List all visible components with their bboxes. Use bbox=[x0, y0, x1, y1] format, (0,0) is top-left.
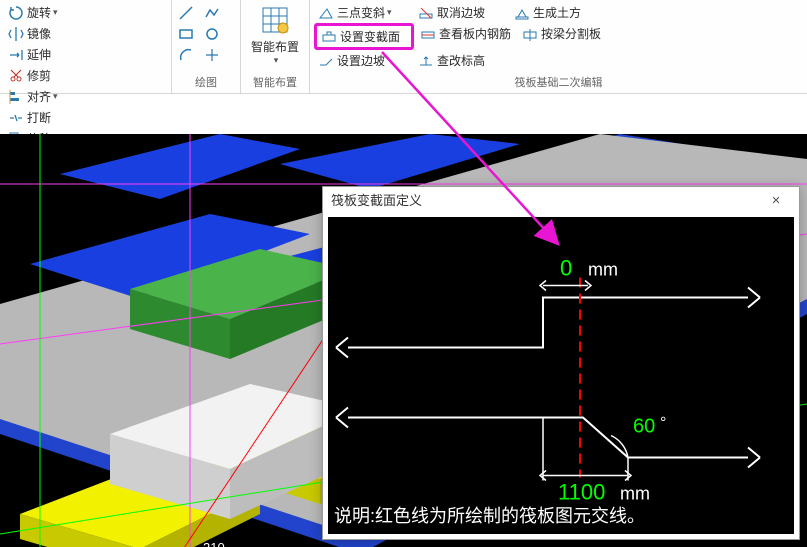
set-section-icon bbox=[321, 29, 337, 45]
set-edge-icon bbox=[318, 53, 334, 69]
dropdown-icon: ▾ bbox=[53, 7, 58, 18]
split-by-beam-label: 按梁分割板 bbox=[541, 25, 601, 42]
ribbon-group-raft: 三点变斜▾ 取消边坡 生成土方 设置变截面 查看板内钢筋 按梁分割板 设置边坡 … bbox=[310, 0, 807, 93]
close-icon[interactable]: × bbox=[761, 187, 791, 215]
three-point-slope-button[interactable]: 三点变斜▾ bbox=[314, 2, 414, 23]
check-elev-icon bbox=[418, 53, 434, 69]
mirror-button[interactable]: 镜像 bbox=[4, 23, 62, 44]
ribbon-group-smart: 智能布置 ▾ 智能布置 bbox=[241, 0, 310, 93]
ribbon-group-modify: 旋转▾ 镜像 延伸 修剪 对齐▾ 打断 偏移 合并 分割 修改 ▾ bbox=[0, 0, 172, 93]
check-elev-label: 查改标高 bbox=[437, 52, 485, 69]
line-button[interactable] bbox=[176, 2, 202, 23]
arc-icon bbox=[178, 47, 194, 63]
cancel-slope-label: 取消边坡 bbox=[437, 4, 485, 21]
ribbon-group-draw: 绘图 bbox=[172, 0, 241, 93]
dialog-caption: 说明:红色线为所绘制的筏板图元交线。 bbox=[334, 502, 788, 528]
dialog-titlebar[interactable]: 筏板变截面定义 × bbox=[323, 187, 799, 215]
check-elev-button[interactable]: 查改标高 bbox=[414, 50, 510, 71]
smart-buttons: 智能布置 ▾ bbox=[245, 2, 305, 72]
group-raft-label: 筏板基础二次编辑 bbox=[314, 72, 803, 93]
section-definition-dialog: 筏板变截面定义 × 0 mm bbox=[322, 186, 800, 540]
smart-place-button[interactable]: 智能布置 ▾ bbox=[245, 2, 305, 66]
view-rebar-button[interactable]: 查看板内钢筋 bbox=[416, 23, 518, 44]
rect-button[interactable] bbox=[176, 23, 202, 44]
mirror-icon bbox=[8, 26, 24, 42]
pline-button[interactable] bbox=[202, 2, 228, 23]
cancel-slope-icon bbox=[418, 5, 434, 21]
rectangle-icon bbox=[178, 26, 194, 42]
view-rebar-label: 查看板内钢筋 bbox=[439, 25, 511, 42]
split-by-beam-icon bbox=[522, 26, 538, 42]
rotate-label: 旋转 bbox=[27, 4, 51, 21]
width-unit: mm bbox=[620, 484, 650, 504]
circle-icon bbox=[204, 26, 220, 42]
draw-buttons bbox=[176, 2, 236, 72]
angle-value: 60 bbox=[633, 416, 655, 438]
group-draw-label: 绘图 bbox=[176, 72, 236, 93]
circle-button[interactable] bbox=[202, 23, 228, 44]
misc-button[interactable] bbox=[202, 44, 228, 65]
split-by-beam-button[interactable]: 按梁分割板 bbox=[518, 23, 620, 44]
dialog-title: 筏板变截面定义 bbox=[331, 187, 422, 215]
ribbon-toolbar: 旋转▾ 镜像 延伸 修剪 对齐▾ 打断 偏移 合并 分割 修改 ▾ 绘图 bbox=[0, 0, 807, 94]
extend-label: 延伸 bbox=[27, 46, 51, 63]
dialog-body: 0 mm 1100 mm 60 ° 说明:红色线为所绘制的筏板图元交线。 bbox=[328, 217, 794, 534]
smart-place-icon bbox=[259, 4, 291, 36]
gen-earth-icon bbox=[514, 5, 530, 21]
svg-text:210: 210 bbox=[203, 540, 225, 547]
set-section-label: 设置变截面 bbox=[340, 28, 400, 45]
misc-icon bbox=[204, 47, 220, 63]
angle-unit: ° bbox=[660, 415, 666, 432]
mirror-label: 镜像 bbox=[27, 25, 51, 42]
group-smart-label: 智能布置 bbox=[245, 72, 305, 93]
offset-unit: mm bbox=[588, 260, 618, 280]
view-rebar-icon bbox=[420, 26, 436, 42]
section-diagram: 0 mm 1100 mm 60 ° bbox=[328, 217, 794, 534]
trim-icon bbox=[8, 68, 24, 84]
extend-button[interactable]: 延伸 bbox=[4, 44, 62, 65]
gen-earth-label: 生成土方 bbox=[533, 4, 581, 21]
offset-value: 0 bbox=[560, 256, 572, 281]
rotate-button[interactable]: 旋转▾ bbox=[4, 2, 62, 23]
set-section-button[interactable]: 设置变截面 bbox=[314, 23, 414, 50]
width-value: 1100 bbox=[558, 480, 605, 505]
polyline-icon bbox=[204, 5, 220, 21]
three-point-slope-icon bbox=[318, 5, 334, 21]
dropdown-icon: ▾ bbox=[387, 7, 392, 18]
set-edge-button[interactable]: 设置边坡 bbox=[314, 50, 414, 71]
rotate-icon bbox=[8, 5, 24, 21]
trim-button[interactable]: 修剪 bbox=[4, 65, 62, 86]
smart-place-label: 智能布置 bbox=[251, 38, 299, 55]
extend-icon bbox=[8, 47, 24, 63]
line-icon bbox=[178, 5, 194, 21]
dropdown-icon: ▾ bbox=[274, 55, 279, 66]
set-edge-label: 设置边坡 bbox=[337, 52, 385, 69]
raft-buttons: 三点变斜▾ 取消边坡 生成土方 设置变截面 查看板内钢筋 按梁分割板 设置边坡 … bbox=[314, 2, 803, 72]
three-point-slope-label: 三点变斜 bbox=[337, 4, 385, 21]
arc-button[interactable] bbox=[176, 44, 202, 65]
gen-earth-button[interactable]: 生成土方 bbox=[510, 2, 606, 23]
trim-label: 修剪 bbox=[27, 67, 51, 84]
cancel-slope-button[interactable]: 取消边坡 bbox=[414, 2, 510, 23]
